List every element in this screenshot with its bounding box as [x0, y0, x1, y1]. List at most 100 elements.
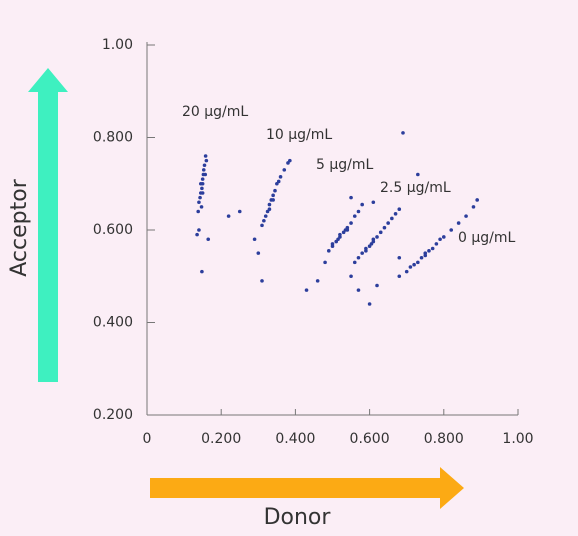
- donor-arrow: [150, 467, 464, 509]
- point: [360, 202, 364, 207]
- point: [282, 168, 287, 172]
- y-axis-label: Acceptor: [7, 178, 32, 276]
- point: [278, 175, 283, 179]
- x-tick-label: 0.400: [275, 431, 315, 447]
- point: [401, 131, 405, 135]
- point: [397, 255, 402, 260]
- point: [326, 249, 331, 253]
- point: [375, 283, 379, 288]
- point: [197, 228, 201, 232]
- point: [423, 251, 428, 255]
- cluster-label: 20 µg/mL: [182, 104, 248, 120]
- point: [360, 251, 364, 255]
- point: [198, 181, 203, 186]
- cluster-label: 2.5 µg/mL: [380, 180, 451, 196]
- y-tick-label: 0.600: [93, 222, 133, 238]
- x-tick-label: 0: [143, 431, 152, 447]
- point: [349, 195, 353, 200]
- point: [412, 262, 416, 267]
- point: [378, 230, 383, 235]
- point: [430, 246, 435, 251]
- cluster-label: 5 µg/mL: [316, 157, 374, 173]
- point: [356, 255, 361, 260]
- point: [196, 209, 200, 214]
- point: [397, 274, 402, 279]
- point: [349, 221, 353, 225]
- point: [434, 242, 439, 246]
- point: [276, 179, 281, 184]
- point: [260, 223, 264, 228]
- point: [262, 218, 266, 223]
- point: [393, 212, 398, 216]
- point: [367, 302, 372, 306]
- point: [197, 200, 201, 205]
- y-tick-label: 0.200: [93, 407, 133, 423]
- point: [323, 260, 327, 265]
- point: [263, 214, 268, 218]
- point: [382, 225, 387, 230]
- y-tick-label: 0.800: [93, 130, 133, 146]
- point: [267, 207, 272, 211]
- point: [200, 186, 204, 191]
- cluster-label: 0 µg/mL: [458, 230, 516, 246]
- point: [237, 209, 242, 214]
- point: [456, 221, 461, 225]
- point: [200, 177, 205, 181]
- point: [200, 191, 205, 195]
- point: [204, 158, 209, 163]
- point: [356, 209, 361, 214]
- point: [364, 249, 368, 253]
- point: [371, 237, 376, 242]
- point: [206, 237, 211, 242]
- point: [260, 279, 264, 283]
- point: [203, 172, 208, 177]
- point: [356, 288, 361, 292]
- point: [273, 188, 277, 193]
- point: [271, 193, 275, 198]
- point: [271, 198, 275, 202]
- point: [386, 221, 390, 225]
- point: [201, 168, 206, 172]
- point: [390, 216, 394, 221]
- point: [352, 214, 357, 218]
- point: [475, 198, 479, 202]
- point: [267, 202, 272, 207]
- point: [226, 214, 231, 218]
- x-tick-label: 0.800: [424, 431, 464, 447]
- x-tick-label: 0.600: [350, 431, 390, 447]
- point: [256, 251, 261, 255]
- point: [252, 237, 257, 242]
- point: [404, 269, 409, 274]
- point: [304, 288, 309, 292]
- point: [419, 255, 424, 260]
- point: [199, 205, 204, 209]
- point: [288, 158, 292, 163]
- point: [202, 163, 207, 168]
- point: [408, 265, 413, 269]
- point: [449, 228, 454, 232]
- x-axis-label: Donor: [264, 505, 332, 530]
- point: [397, 207, 402, 211]
- point: [442, 235, 446, 239]
- point: [200, 269, 204, 274]
- acceptor-arrow: [28, 68, 68, 382]
- point: [345, 228, 350, 232]
- x-tick-label: 0.200: [201, 431, 241, 447]
- y-tick-label: 0.400: [93, 315, 133, 331]
- point: [352, 260, 357, 265]
- point: [375, 235, 379, 239]
- point: [416, 260, 420, 265]
- point: [203, 154, 208, 158]
- point: [195, 232, 199, 237]
- point: [371, 200, 376, 205]
- point: [427, 249, 431, 253]
- point: [438, 237, 442, 242]
- point: [330, 242, 335, 246]
- point: [349, 274, 353, 279]
- cluster-label: 10 µg/mL: [266, 127, 332, 143]
- y-tick-label: 1.00: [102, 37, 133, 53]
- point: [198, 195, 202, 200]
- x-tick-label: 1.00: [502, 431, 533, 447]
